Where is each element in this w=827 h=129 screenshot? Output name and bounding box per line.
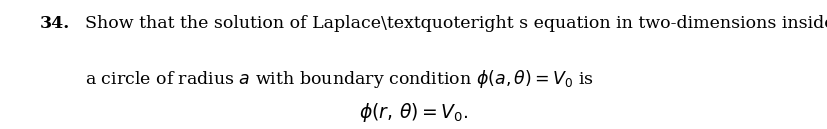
Text: $\phi(r,\, \theta) = V_0.$: $\phi(r,\, \theta) = V_0.$ — [359, 101, 468, 124]
Text: Show that the solution of Laplace\textquoteright s equation in two-dimensions in: Show that the solution of Laplace\textqu… — [85, 15, 827, 33]
Text: 34.: 34. — [40, 15, 70, 33]
Text: a circle of radius $a$ with boundary condition $\phi(a, \theta) = V_0$ is: a circle of radius $a$ with boundary con… — [85, 68, 594, 90]
